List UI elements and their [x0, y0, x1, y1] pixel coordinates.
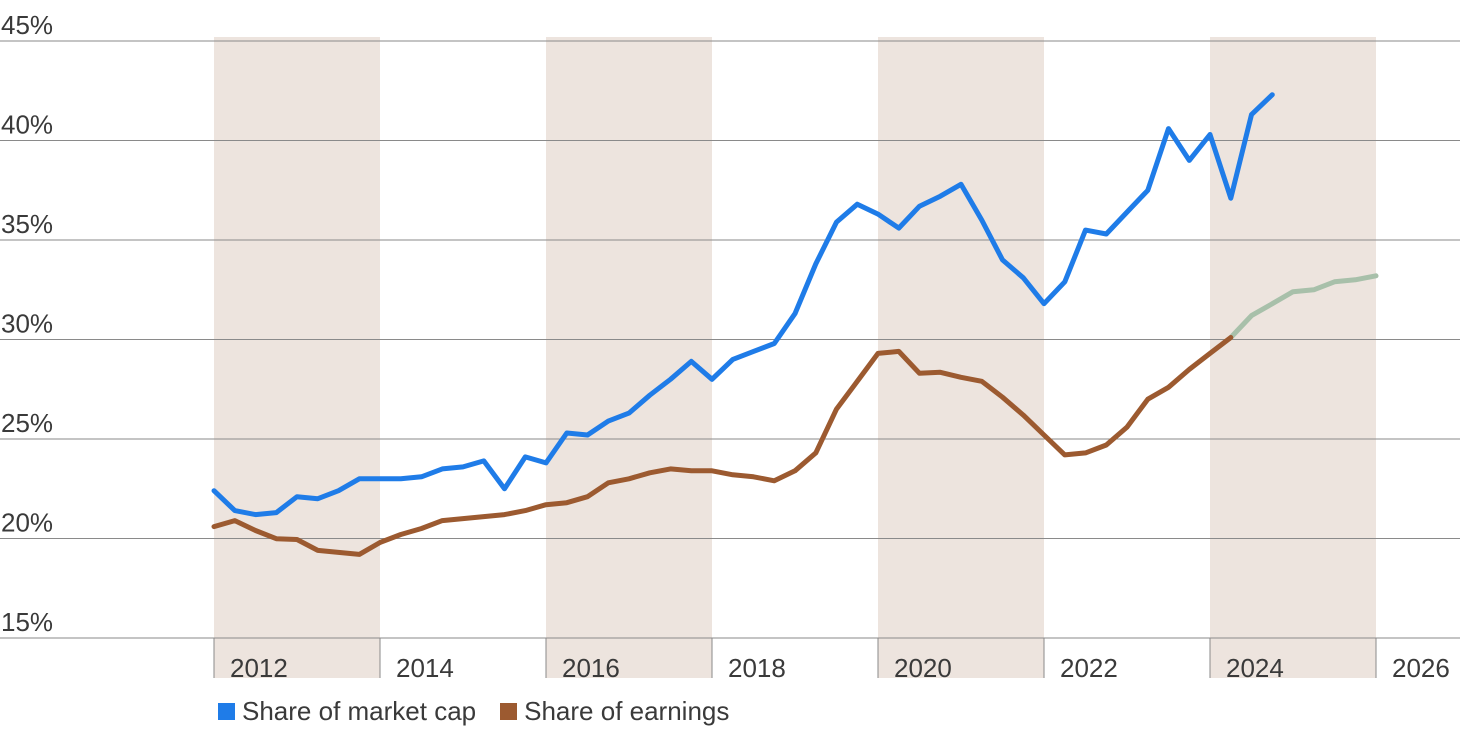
series-lines: [211, 92, 1379, 557]
y-tick-label: 20%: [1, 508, 53, 538]
shaded-bands: [214, 37, 1376, 678]
y-tick-label: 30%: [1, 309, 53, 339]
x-tick-label: 2012: [230, 653, 288, 683]
y-tick-label: 15%: [1, 607, 53, 637]
y-tick-label: 35%: [1, 209, 53, 239]
gridlines: [0, 40, 1460, 678]
legend-swatch-market-cap: [218, 703, 235, 720]
y-tick-label: 25%: [1, 408, 53, 438]
series-line-earnings: [211, 335, 1234, 557]
x-tick-label: 2016: [562, 653, 620, 683]
y-axis-tick-labels: 15% 20% 25% 30% 35% 40% 45%: [1, 10, 53, 637]
legend-item-market-cap: Share of market cap: [218, 696, 476, 727]
series-line-earnings-forecast: [1228, 273, 1379, 340]
x-tick-label: 2018: [728, 653, 786, 683]
shaded-band-1: [546, 37, 712, 678]
legend-swatch-earnings: [500, 703, 518, 720]
series-line-market-cap: [211, 92, 1275, 518]
legend-label-market-cap: Share of market cap: [242, 696, 477, 726]
x-tick-label: 2022: [1060, 653, 1118, 683]
x-tick-label: 2024: [1226, 653, 1284, 683]
shaded-band-3: [1210, 37, 1376, 678]
legend-item-earnings: Share of earnings: [500, 696, 729, 727]
x-tick-label: 2026: [1392, 653, 1450, 683]
shaded-band-0: [214, 37, 380, 678]
y-tick-label: 40%: [1, 110, 53, 140]
x-tick-label: 2014: [396, 653, 454, 683]
y-tick-label: 45%: [1, 10, 53, 40]
x-axis-tick-labels: 2012 2014 2016 2018 2020 2022 2024 2026: [230, 653, 1450, 683]
legend-label-earnings: Share of earnings: [524, 696, 730, 726]
x-tick-label: 2020: [894, 653, 952, 683]
legend: Share of market cap Share of earnings: [218, 696, 729, 727]
